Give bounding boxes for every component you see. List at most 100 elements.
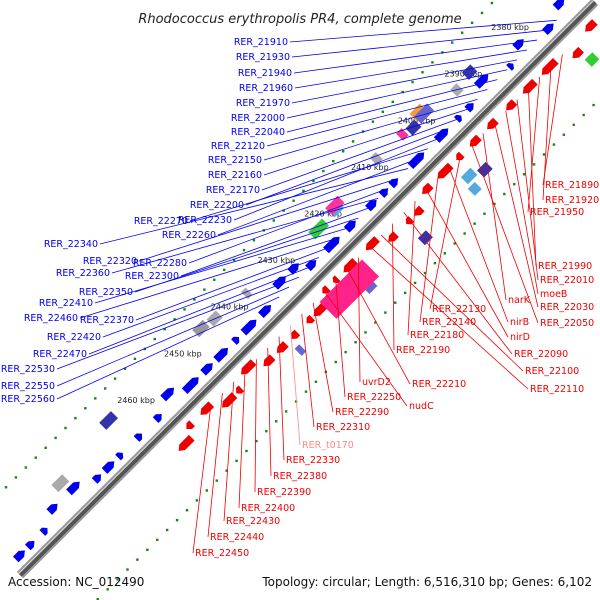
right-gene-label: RER_22180 bbox=[410, 330, 464, 341]
left-gene-label: RER_21910 bbox=[234, 37, 288, 48]
right-gene-label: nudC bbox=[409, 401, 434, 412]
tick-dot bbox=[284, 410, 288, 413]
left-gene-label: RER_22260 bbox=[162, 230, 216, 241]
reverse-gene-arrow bbox=[522, 78, 538, 94]
tick-dot bbox=[106, 588, 109, 591]
right-leader-line bbox=[429, 155, 461, 310]
forward-gene-arrow bbox=[464, 103, 474, 113]
tick-dot bbox=[64, 426, 67, 430]
left-gene-label: RER_22360 bbox=[56, 268, 110, 279]
left-leader-line bbox=[111, 197, 379, 274]
tick-dot bbox=[443, 252, 447, 255]
left-leader-line bbox=[233, 138, 438, 221]
left-leader-line bbox=[180, 207, 369, 277]
tick-dot bbox=[153, 337, 156, 341]
tick-dot bbox=[156, 538, 159, 542]
right-leader-line bbox=[482, 133, 507, 301]
backbone-line bbox=[18, 0, 597, 577]
right-gene-label: nirB bbox=[510, 317, 529, 328]
tick-dot bbox=[552, 143, 556, 146]
reverse-gene-arrow bbox=[276, 341, 289, 353]
left-leader-line bbox=[263, 108, 468, 176]
reverse-gene-arrow bbox=[313, 303, 327, 317]
forward-gene-arrow bbox=[152, 414, 162, 423]
left-leader-line bbox=[88, 267, 310, 355]
forward-gene-arrow bbox=[213, 347, 229, 363]
left-leader-line bbox=[291, 29, 547, 58]
right-leader-line bbox=[357, 257, 361, 383]
reverse-gene-arrow bbox=[572, 46, 584, 59]
genome-backbone bbox=[16, 0, 599, 579]
left-gene-label: RER_22470 bbox=[33, 349, 87, 360]
forward-gene-arrow bbox=[39, 527, 48, 536]
tick-dot bbox=[403, 291, 407, 295]
reverse-gene-arrow bbox=[506, 99, 518, 111]
tick-dot bbox=[371, 120, 375, 123]
gene-category-block bbox=[477, 161, 493, 178]
tick-dot bbox=[391, 100, 394, 104]
tick-dot bbox=[34, 456, 37, 459]
reverse-gene-arrow bbox=[332, 275, 341, 284]
gene-labels: RER_21910 RER_21930 RER_21940 RER_21960 RER_… bbox=[1, 37, 599, 559]
right-leader-line bbox=[278, 336, 285, 461]
gene-category-block bbox=[308, 218, 330, 240]
left-leader-line bbox=[79, 237, 339, 319]
reverse-gene-arrow bbox=[422, 182, 434, 195]
forward-gene-arrow bbox=[258, 305, 272, 319]
gene-category-block bbox=[362, 278, 378, 294]
right-leader-line bbox=[267, 347, 272, 477]
right-leader-line bbox=[312, 302, 334, 413]
tick-dot bbox=[275, 420, 278, 423]
right-leader-line bbox=[301, 313, 315, 428]
tick-dot bbox=[4, 486, 8, 489]
reverse-gene-arrow bbox=[186, 420, 195, 429]
left-leader-line bbox=[291, 59, 518, 104]
left-leader-line bbox=[294, 49, 528, 89]
left-leader-line bbox=[56, 286, 290, 387]
right-leader-line bbox=[542, 54, 563, 186]
forward-gene-arrow bbox=[453, 114, 462, 123]
tick-dot bbox=[490, 1, 494, 5]
reverse-gene-arrow bbox=[365, 236, 380, 251]
tick-dot bbox=[225, 469, 228, 472]
tick-dot bbox=[394, 301, 397, 304]
left-gene-label: RER_22420 bbox=[47, 332, 101, 343]
label-leader-lines bbox=[56, 19, 563, 554]
kbp-label: 2430 kbp bbox=[257, 256, 295, 265]
right-leader-line bbox=[542, 65, 552, 201]
reverse-gene-arrow bbox=[263, 354, 276, 367]
tick-dot bbox=[133, 357, 137, 361]
tick-dot bbox=[165, 528, 169, 532]
reverse-gene-arrow bbox=[306, 314, 316, 324]
forward-gene-arrow bbox=[231, 336, 240, 345]
right-gene-label: RER_22380 bbox=[273, 471, 327, 482]
kbp-label: 2380 kbp bbox=[491, 23, 529, 32]
tick-dot bbox=[513, 182, 516, 186]
tick-dot bbox=[163, 327, 166, 331]
left-leader-line bbox=[293, 39, 538, 74]
gene-category-block bbox=[467, 181, 482, 196]
left-gene-label: RER_22370 bbox=[80, 315, 134, 326]
reverse-gene-arrow bbox=[456, 151, 465, 161]
tick-dot bbox=[354, 341, 357, 344]
forward-gene-arrow bbox=[407, 152, 425, 170]
forward-gene-arrow bbox=[512, 39, 524, 51]
forward-gene-arrow bbox=[24, 540, 35, 551]
forward-gene-arrow bbox=[181, 377, 199, 394]
tick-dot bbox=[116, 578, 119, 581]
left-gene-label: RER_22120 bbox=[211, 141, 265, 152]
left-gene-label: RER_22270 bbox=[134, 216, 188, 227]
forward-gene-arrow bbox=[200, 363, 213, 376]
reverse-gene-arrow bbox=[541, 58, 559, 75]
right-leader-line bbox=[527, 88, 537, 267]
right-leader-line bbox=[516, 99, 539, 281]
left-leader-line bbox=[56, 276, 300, 370]
tick-dot bbox=[384, 311, 387, 314]
left-gene-label: RER_22150 bbox=[208, 155, 262, 166]
left-gene-label: RER_22320 bbox=[83, 256, 137, 267]
tick-dot bbox=[374, 321, 377, 324]
tick-dot bbox=[54, 436, 57, 440]
gene-category-block bbox=[417, 230, 433, 246]
left-leader-line bbox=[188, 187, 389, 264]
kbp-label: 2440 kbp bbox=[211, 303, 249, 312]
